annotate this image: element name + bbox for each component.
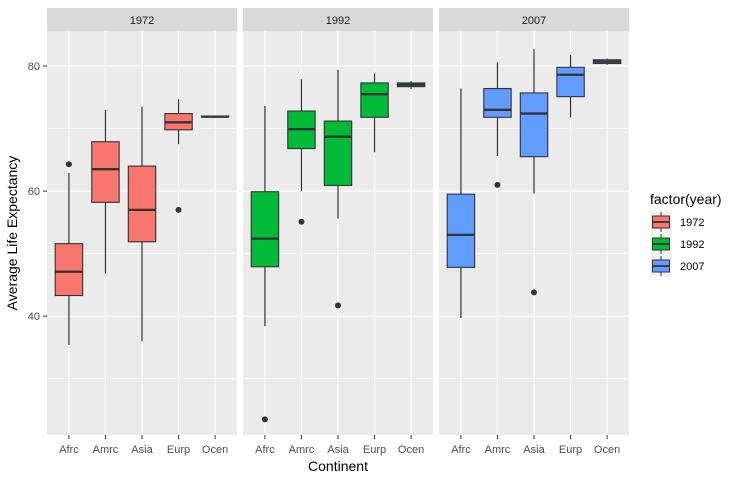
x-tick-label: Eurp (167, 444, 190, 456)
x-tick-label: Asia (523, 444, 545, 456)
box-iqr (519, 92, 549, 158)
box-iqr (127, 165, 157, 243)
box-iqr (360, 82, 389, 118)
facet-panel-2007: 2007 Afrc Amrc Asia Eurp Ocen (439, 8, 629, 456)
legend-item-1992: 1992 (650, 233, 704, 255)
box-ocen-2007 (592, 58, 622, 65)
facet-panel-1972: 1972 Afrc Amrc Asia Eurp Ocen (47, 8, 237, 456)
box-iqr (91, 141, 120, 203)
legend-item-1972: 1972 (650, 211, 704, 233)
box-iqr (54, 243, 84, 297)
legend-label: 2007 (680, 261, 704, 273)
x-tick-label: Asia (327, 444, 349, 456)
facet-strip (243, 8, 433, 31)
facet-strip (439, 8, 629, 31)
outlier-point (531, 289, 537, 296)
x-tick-label: Afrc (255, 444, 275, 456)
y-tick-label: 80 (28, 61, 40, 73)
box-eurp-1972 (164, 99, 193, 213)
legend-label: 1972 (680, 217, 704, 229)
x-tick-label: Ocen (398, 444, 424, 456)
facet-panel-1992: 1992 Afrc Amrc Asia Eurp Ocen (243, 8, 433, 456)
box-amrc-2007 (483, 62, 512, 188)
x-tick-label: Afrc (59, 444, 79, 456)
legend-label: 1992 (680, 239, 704, 251)
box-eurp-2007 (556, 54, 585, 118)
box-asia-1992 (323, 69, 353, 309)
y-tick-label: 60 (28, 186, 40, 198)
box-asia-1972 (127, 106, 157, 342)
box-asia-2007 (519, 49, 549, 296)
x-tick-label: Asia (131, 444, 153, 456)
x-tick-label: Amrc (289, 444, 315, 456)
y-axis-title: Average Life Expectancy (4, 156, 20, 311)
box-iqr (323, 120, 353, 187)
x-tick-label: Eurp (559, 444, 582, 456)
outlier-point (175, 206, 182, 213)
box-iqr (556, 66, 585, 98)
x-tick-label: Amrc (485, 444, 511, 456)
facet-strip-label: 1992 (326, 15, 350, 27)
y-tick-label: 40 (28, 311, 40, 323)
box-ocen-1992 (396, 81, 426, 90)
legend-item-2007: 2007 (650, 255, 704, 277)
x-tick-label: Amrc (93, 444, 119, 456)
x-tick-label: Ocen (202, 444, 228, 456)
outlier-point (335, 302, 341, 309)
box-afrc-1992 (250, 106, 280, 423)
outlier-point (494, 181, 501, 188)
facet-strip-label: 2007 (522, 15, 546, 27)
facet-strip-label: 1972 (130, 15, 154, 27)
outlier-point (261, 416, 268, 423)
box-iqr (446, 193, 476, 268)
outlier-point (298, 218, 305, 225)
facet-strip (47, 8, 237, 31)
box-iqr (250, 191, 280, 268)
box-amrc-1972 (91, 109, 120, 274)
box-iqr (483, 87, 512, 118)
box-afrc-2007 (446, 88, 476, 319)
box-eurp-1992 (360, 73, 389, 153)
box-ocen-1972 (200, 115, 230, 118)
x-tick-label: Ocen (594, 444, 620, 456)
box-amrc-1992 (287, 79, 316, 225)
x-tick-label: Afrc (451, 444, 471, 456)
legend-title: factor(year) (650, 191, 722, 207)
box-afrc-1972 (54, 161, 84, 345)
x-axis-title: Continent (308, 458, 368, 474)
x-tick-label: Eurp (363, 444, 386, 456)
outlier-point (65, 161, 72, 168)
